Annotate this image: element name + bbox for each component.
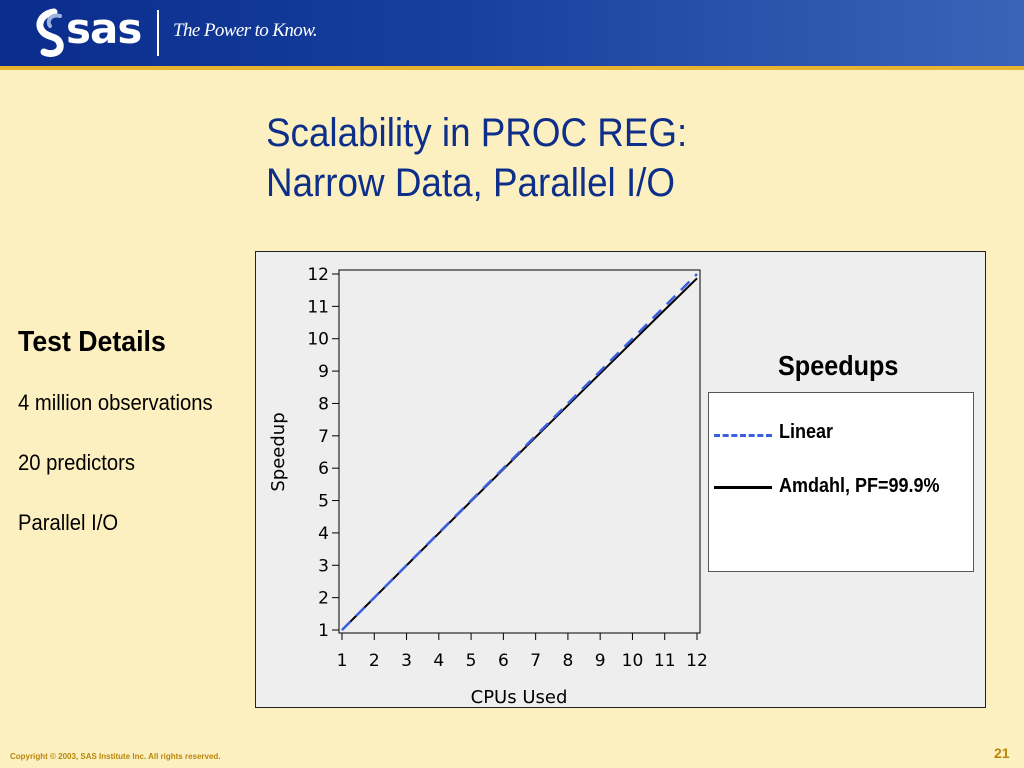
copyright-notice: Copyright © 2003, SAS Institute Inc. All… bbox=[10, 752, 221, 761]
detail-item: 4 million observations bbox=[18, 390, 213, 415]
y-axis-title: Speedup bbox=[268, 412, 289, 491]
y-tick-label: 12 bbox=[307, 265, 329, 285]
x-tick-label: 4 bbox=[433, 651, 444, 671]
legend-swatch-amdahl bbox=[714, 486, 772, 489]
detail-item: 20 predictors bbox=[18, 450, 136, 475]
x-tick-label: 11 bbox=[654, 651, 676, 671]
y-tick-label: 10 bbox=[307, 330, 329, 350]
header-banner: sas The Power to Know. bbox=[0, 0, 1024, 66]
y-tick-label: 1 bbox=[318, 621, 329, 641]
slide-title-line1: Scalability in PROC REG: bbox=[266, 111, 688, 155]
y-tick-label: 8 bbox=[318, 394, 329, 414]
page-number: 21 bbox=[994, 745, 1010, 761]
x-tick-label: 1 bbox=[337, 651, 348, 671]
x-axis-title: CPUs Used bbox=[471, 687, 568, 708]
y-tick-label: 6 bbox=[318, 459, 329, 479]
y-tick-label: 9 bbox=[318, 362, 329, 382]
sas-logo-icon bbox=[36, 8, 64, 58]
x-tick-label: 12 bbox=[686, 651, 708, 671]
series-layer bbox=[341, 273, 698, 631]
x-tick-label: 3 bbox=[401, 651, 412, 671]
y-tick-label: 2 bbox=[318, 589, 329, 609]
x-tick-label: 7 bbox=[530, 651, 541, 671]
y-tick-label: 7 bbox=[318, 427, 329, 447]
legend-swatch-linear bbox=[714, 434, 772, 437]
y-tick-label: 4 bbox=[318, 524, 329, 544]
legend-label-amdahl: Amdahl, PF=99.9% bbox=[779, 475, 940, 497]
y-tick-label: 3 bbox=[318, 556, 329, 576]
details-heading: Test Details bbox=[18, 326, 166, 358]
header-gold-rule bbox=[0, 66, 1024, 70]
legend-title: Speedups bbox=[778, 350, 899, 381]
series-line-linear bbox=[341, 273, 698, 631]
slide-title: Scalability in PROC REG: Narrow Data, Pa… bbox=[266, 108, 687, 208]
tagline: The Power to Know. bbox=[173, 20, 318, 41]
x-tick-label: 5 bbox=[466, 651, 477, 671]
y-tick-label: 5 bbox=[318, 492, 329, 512]
x-tick-label: 8 bbox=[562, 651, 573, 671]
x-tick-label: 2 bbox=[369, 651, 380, 671]
x-axis-ticks: 1 2 3 4 5 6 7 8 9 10 11 12 bbox=[337, 633, 708, 671]
legend: Linear Amdahl, PF=99.9% bbox=[708, 392, 974, 572]
x-tick-label: 6 bbox=[498, 651, 509, 671]
slide-title-line2: Narrow Data, Parallel I/O bbox=[266, 161, 676, 205]
header-divider bbox=[157, 10, 159, 56]
logo-wordmark: sas bbox=[66, 4, 142, 53]
x-tick-label: 10 bbox=[622, 651, 644, 671]
legend-label-linear: Linear bbox=[779, 421, 834, 443]
detail-item: Parallel I/O bbox=[18, 510, 119, 535]
x-tick-label: 9 bbox=[595, 651, 606, 671]
y-tick-label: 11 bbox=[307, 297, 329, 317]
